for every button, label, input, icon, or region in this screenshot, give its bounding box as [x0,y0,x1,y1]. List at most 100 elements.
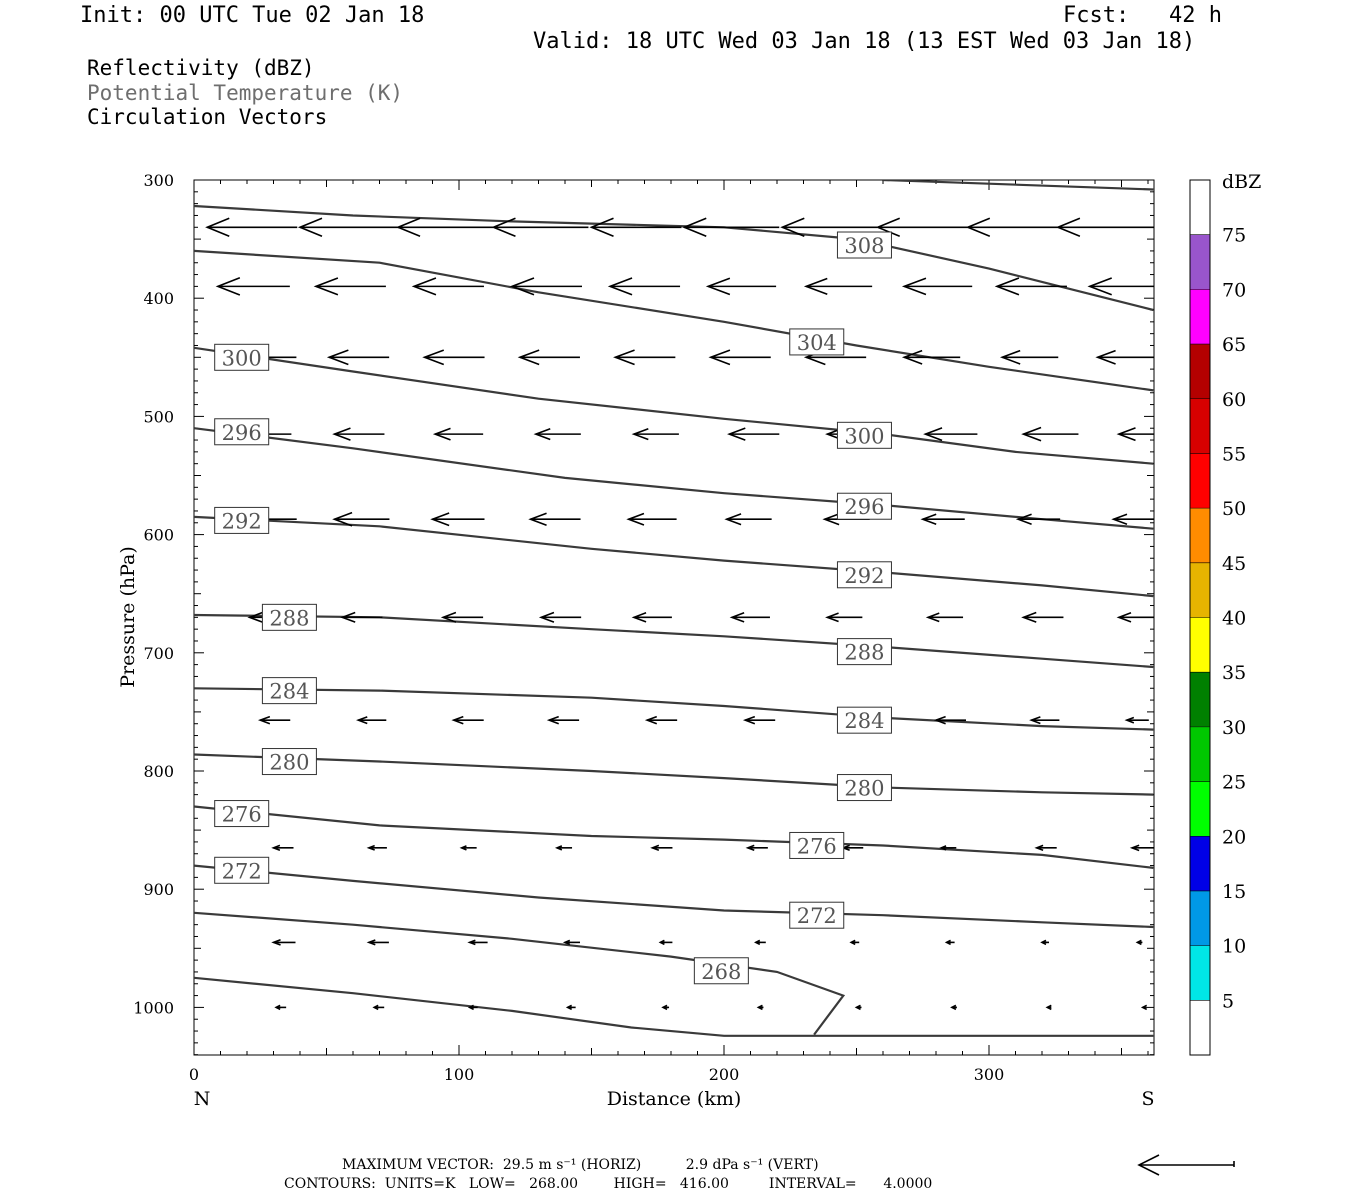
init-time: Init: 00 UTC Tue 02 Jan 18 [80,3,425,28]
wind-vector [705,277,777,296]
wind-vector [875,217,968,238]
colorbar-segment [1190,344,1210,399]
colorbar-segment [1190,398,1210,454]
x-tick-label: 300 [974,1065,1005,1084]
wind-vector [297,217,400,238]
colorbar-segment [1190,890,1210,946]
wind-vector [1021,426,1079,442]
colorbar-label: 5 [1222,990,1234,1012]
y-tick-label: 300 [143,171,174,190]
wind-vector [1029,716,1060,725]
x-end-label-north: N [194,1088,211,1110]
wind-vector [562,939,580,946]
wind-vector [780,217,878,238]
colorbar-segment [1190,562,1210,618]
contour-label-280: 280 [844,777,884,801]
wind-vector [205,217,298,238]
contour-label-box [214,856,270,884]
contour-label-296: 296 [844,495,884,519]
wind-vector [613,349,676,366]
contour-label-300: 300 [222,346,262,370]
wind-vector [754,939,766,946]
colorbar-segment [1190,726,1210,782]
wind-vector [332,427,385,441]
wind-vector [491,217,589,238]
wind-vector [1034,844,1057,851]
theta-contour-280 [194,753,1154,796]
theta-contour-296 [194,427,1154,530]
wind-vector [395,217,494,238]
colorbar-segment [1190,289,1210,345]
colorbar-label: 20 [1222,826,1246,848]
wind-vector [1129,844,1154,852]
wind-vector [565,1004,576,1011]
wind-vector [742,715,776,725]
wind-vector [271,844,294,851]
y-axis-title: Pressure (hPa) [117,546,139,688]
x-end-label-south: S [1141,1088,1154,1110]
contour-label-280: 280 [269,751,309,775]
wind-vector [1015,513,1061,526]
colorbar-label: 70 [1222,279,1246,301]
wind-vector [658,939,673,946]
wind-vector [215,276,290,296]
wind-vector [626,512,677,526]
wind-vector [644,715,678,725]
contour-label-box [789,831,845,859]
colorbar: 5 10 15 20 25 30 35 40 45 50 55 60 65 70 75 [1189,179,1246,1056]
axis-ticks: 300 400 500 600 700 800 900 1000 0 100 200 300 [133,171,1154,1084]
wind-vector [901,277,973,296]
wind-vector [756,1004,764,1011]
y-tick-label: 400 [143,289,174,308]
contour-label-296: 296 [222,421,262,445]
contour-label-box [789,901,845,929]
wind-vector [451,715,484,725]
colorbar-segment [1190,945,1210,1001]
colorbar-segment [1190,672,1210,727]
wind-vector [589,217,682,238]
wind-vector [682,217,780,238]
wind-vector [533,427,581,441]
contour-label-box [214,800,270,828]
wind-vector [467,1004,478,1011]
wind-vector [825,612,863,623]
theta-contour-284 [194,687,1154,731]
wind-vector [546,715,580,725]
reference-vector [1137,1154,1235,1176]
contour-label-276: 276 [222,803,262,827]
contour-label-box [214,418,270,446]
wind-vector [1140,1004,1148,1011]
contour-info: CONTOURS: UNITS=K LOW= 268.00 HIGH= 416.… [284,1176,933,1192]
colorbar-segment [1190,453,1210,509]
theta-contour-268 [194,911,846,1036]
x-tick-label: 0 [189,1065,199,1084]
colorbar-label: 40 [1222,608,1246,630]
contour-label-300: 300 [844,424,884,448]
colorbar-label: 15 [1222,881,1246,903]
contour-labels: 308 304 300 300 296 296 292 292 288 288 284 284 280 2… [214,231,892,985]
contour-label-304: 304 [797,331,837,355]
wind-vector [840,844,864,851]
contour-label-box [836,774,892,802]
contour-label-292: 292 [222,509,262,533]
contour-label-292: 292 [844,564,884,588]
y-tick-label: 600 [143,526,174,545]
theta-contour-272 [194,864,1154,929]
wind-vector [661,1004,670,1011]
theta-contour-312 [882,180,1154,191]
contour-label-box [836,561,892,589]
contour-label-box [836,421,892,449]
contour-label-284: 284 [269,680,309,704]
wind-vector [257,715,291,725]
colorbar-label: 30 [1222,717,1246,739]
contour-label-box [261,677,317,705]
wind-vector [1135,939,1143,946]
wind-vector [1055,217,1154,238]
colorbar-segment [1190,1000,1210,1055]
field-label-vectors: Circulation Vectors [87,105,328,129]
wind-vector [925,612,964,623]
colorbar-label: 65 [1222,334,1246,356]
wind-vector [366,939,389,946]
y-tick-label: 700 [143,644,174,663]
